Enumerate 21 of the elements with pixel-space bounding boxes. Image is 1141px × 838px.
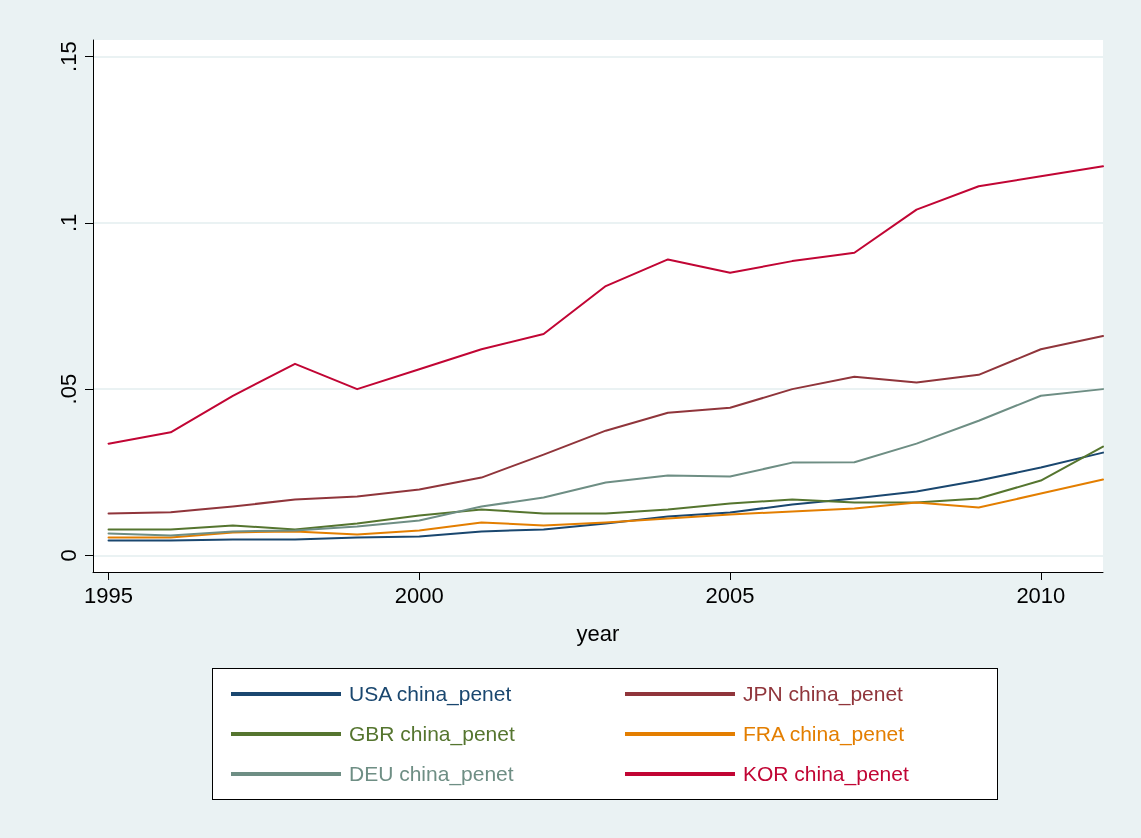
y-tick-label: .1 (55, 213, 81, 233)
line-series (107, 165, 1104, 445)
line-series (107, 388, 1104, 537)
line-series (107, 445, 1104, 531)
x-axis-title: year (576, 620, 620, 646)
x-tick-label: 2000 (394, 582, 444, 608)
x-tick-label: 2010 (1016, 582, 1066, 608)
text: GBR china_penet (349, 722, 515, 746)
text: FRA china_penet (743, 722, 905, 746)
y-tick-label: 0 (55, 549, 81, 562)
line-series (107, 451, 1104, 542)
text: KOR china_penet (743, 762, 909, 786)
text: JPN china_penet (743, 682, 903, 706)
y-tick-label: .15 (55, 41, 81, 72)
text: DEU china_penet (349, 762, 514, 786)
x-tick-label: 2005 (705, 582, 755, 608)
text: USA china_penet (349, 682, 512, 706)
line-series (107, 478, 1104, 539)
y-tick-label: .05 (55, 373, 81, 405)
line-series (107, 334, 1104, 515)
x-tick-label: 1995 (84, 582, 134, 608)
